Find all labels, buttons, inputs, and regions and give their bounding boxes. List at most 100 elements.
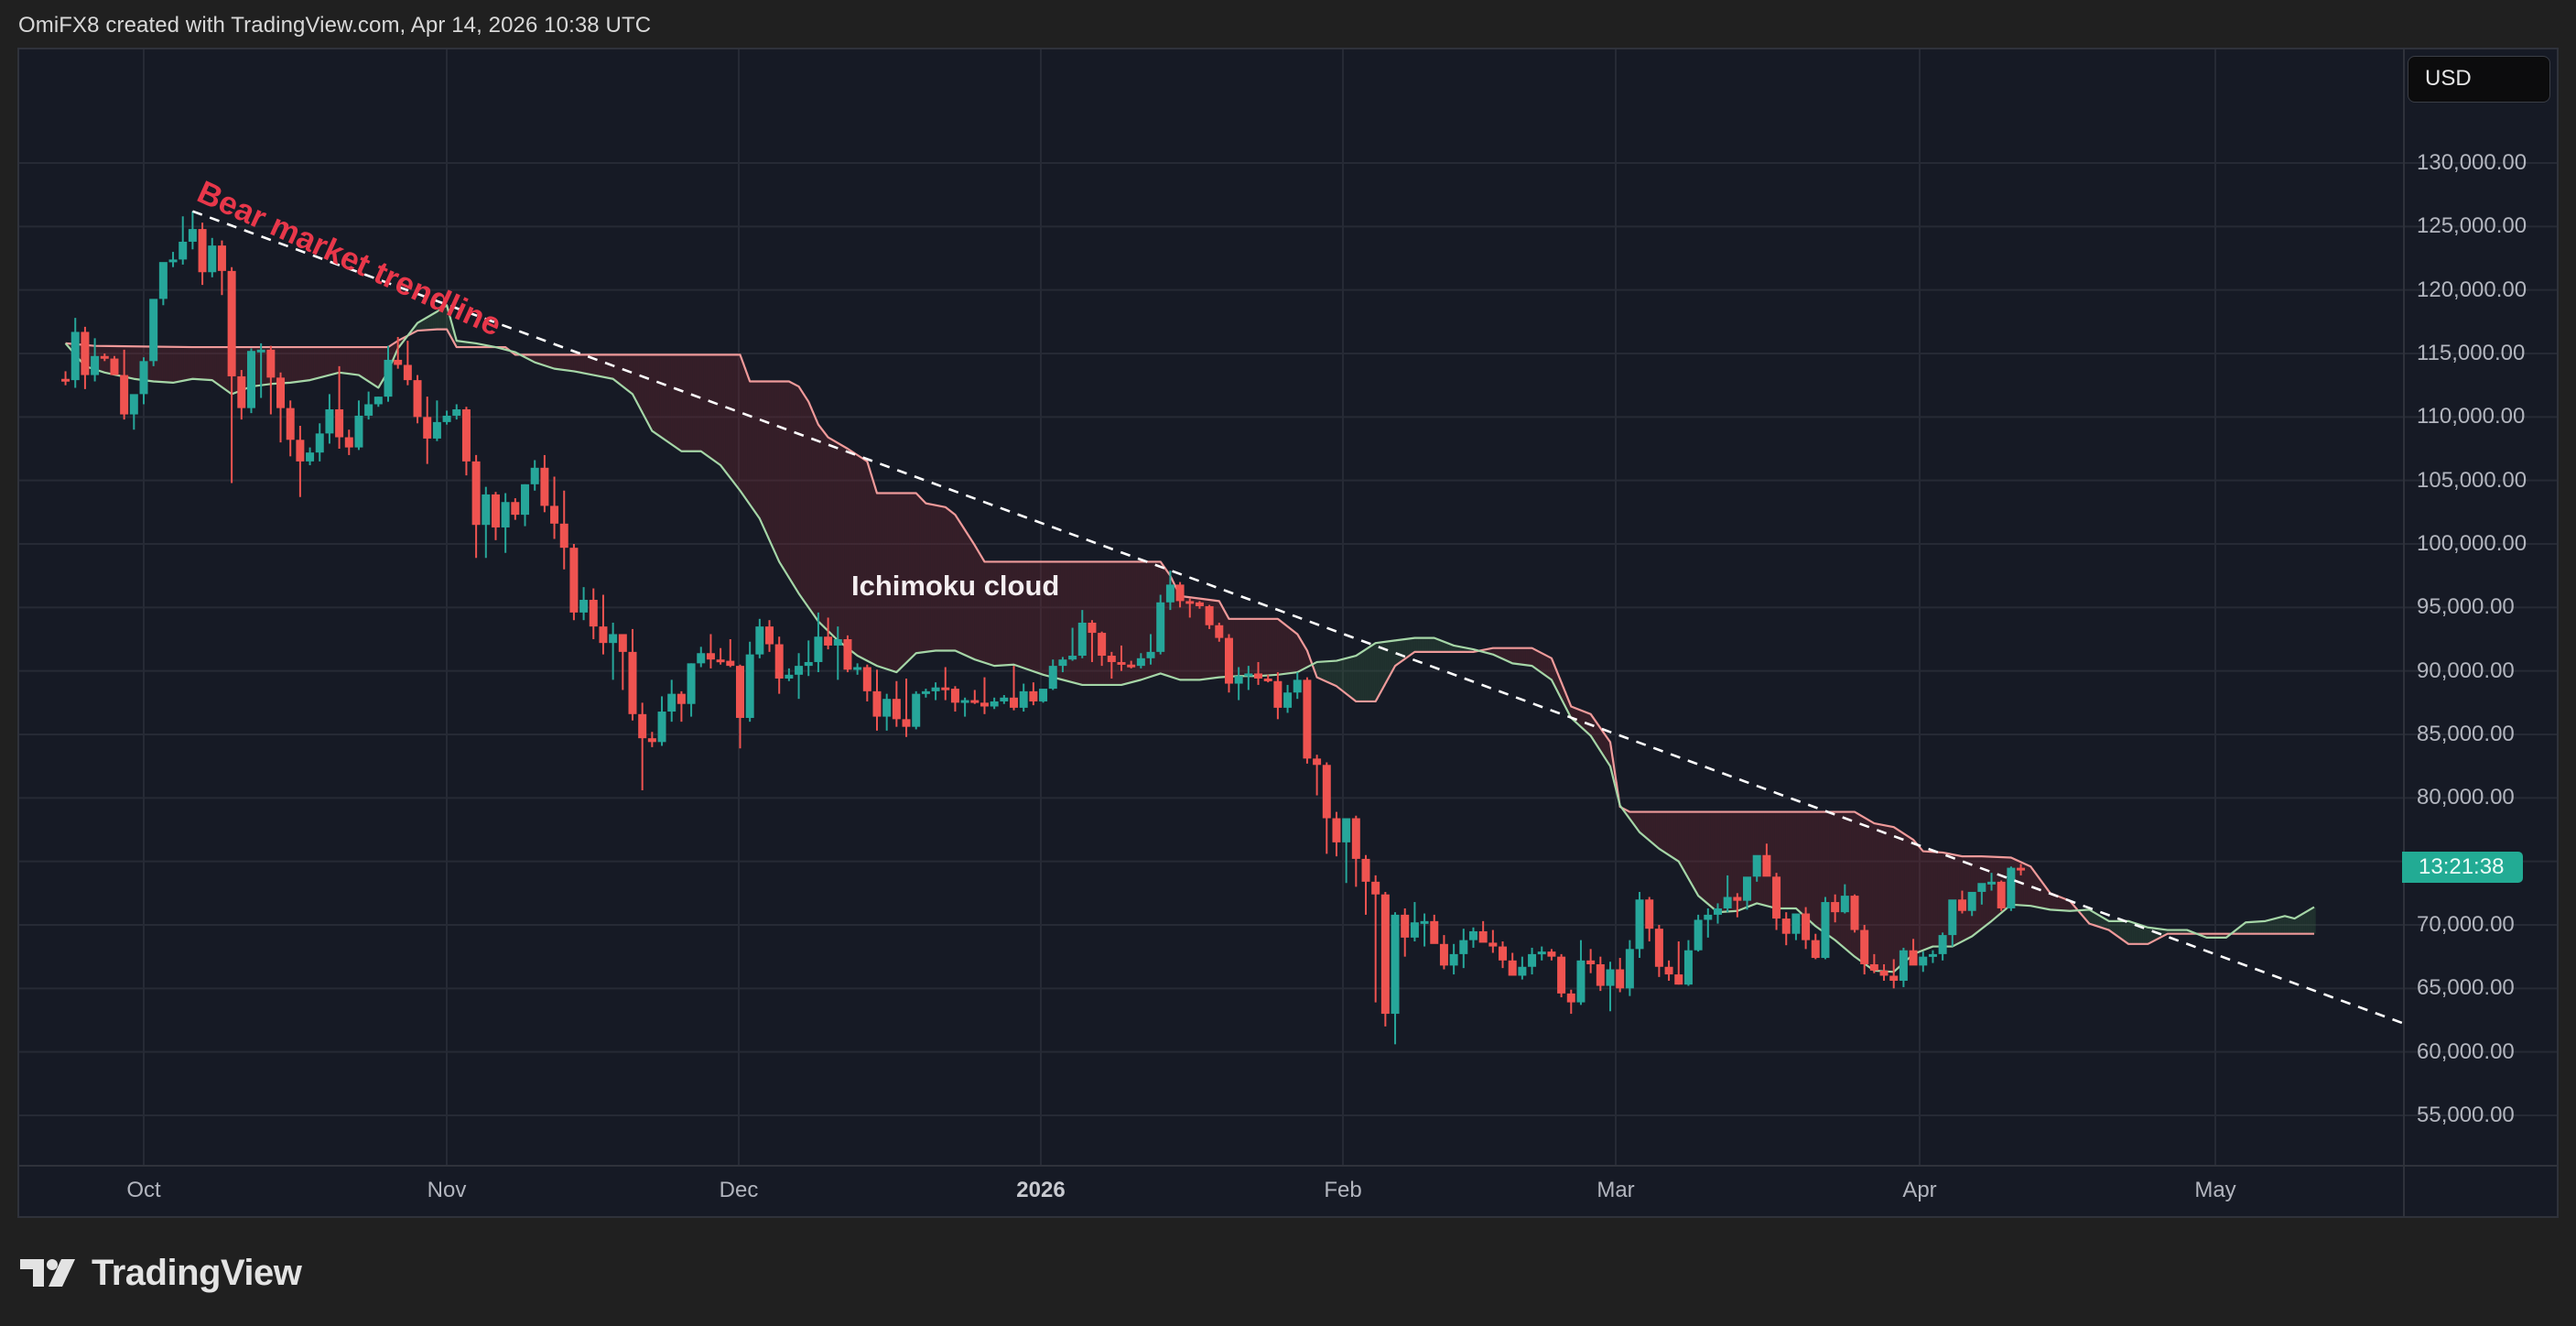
candle <box>208 245 217 273</box>
bear-market-trendline[interactable] <box>191 210 2411 1027</box>
candle <box>1215 625 1224 638</box>
candle <box>1967 891 1976 911</box>
time-axis-label: Dec <box>719 1178 759 1202</box>
candle <box>657 712 666 743</box>
candle <box>1909 950 1918 966</box>
tradingview-logo[interactable]: TradingView <box>20 1253 302 1294</box>
candle <box>1234 676 1243 684</box>
candle <box>1762 854 1771 877</box>
candle <box>559 523 568 549</box>
candle <box>1566 993 1575 1003</box>
plot-area[interactable] <box>61 210 2412 1045</box>
price-axis-label: 110,000.00 <box>2417 404 2526 429</box>
candle <box>1098 633 1107 657</box>
candle <box>1410 922 1419 938</box>
candle <box>1508 960 1517 976</box>
candle <box>1048 666 1057 690</box>
candle <box>2007 867 2016 908</box>
candle <box>1743 876 1752 901</box>
candle <box>950 689 959 703</box>
candle <box>1723 897 1732 908</box>
candle <box>2017 867 2026 871</box>
candle <box>394 359 403 365</box>
candle <box>139 361 148 395</box>
candle <box>1752 854 1761 877</box>
candle <box>1420 920 1429 924</box>
candle <box>1244 673 1253 677</box>
candle <box>862 667 871 691</box>
candle <box>1478 930 1488 943</box>
candle <box>1195 602 1204 606</box>
price-axis-label: 80,000.00 <box>2417 785 2515 810</box>
candle <box>81 332 90 375</box>
candle <box>872 690 882 717</box>
candle <box>638 713 647 739</box>
candle <box>1654 929 1663 967</box>
time-axis-label: Feb <box>1324 1178 1362 1202</box>
candle <box>1313 758 1322 766</box>
candle <box>569 548 579 613</box>
candle <box>716 659 725 663</box>
candle <box>1528 953 1537 967</box>
candle <box>1919 956 1928 966</box>
candle <box>1254 673 1263 679</box>
tradingview-logo-icon <box>20 1258 75 1287</box>
candle <box>882 699 892 717</box>
candle <box>1263 678 1272 681</box>
candle <box>1175 584 1185 602</box>
candle <box>1342 818 1351 842</box>
price-axis-label: 120,000.00 <box>2417 277 2527 302</box>
candle <box>1322 765 1331 819</box>
candle <box>1781 918 1791 934</box>
currency-button[interactable]: USD <box>2408 56 2550 103</box>
candle <box>774 644 784 679</box>
candle <box>471 461 481 526</box>
candle <box>931 687 940 691</box>
candle <box>1802 913 1811 940</box>
candle <box>902 719 911 727</box>
candle <box>833 639 842 646</box>
candle <box>579 600 589 613</box>
candle <box>364 404 373 416</box>
price-axis-label: 70,000.00 <box>2417 912 2515 937</box>
price-axis-label: 115,000.00 <box>2417 341 2526 365</box>
candle <box>1518 966 1527 976</box>
candle <box>1401 914 1410 938</box>
candle <box>628 651 637 714</box>
candle <box>941 687 950 690</box>
candle <box>1224 637 1233 684</box>
candle <box>550 505 559 524</box>
candle <box>1165 584 1174 603</box>
candle <box>1635 899 1644 950</box>
candle <box>198 229 207 273</box>
candle <box>1840 896 1849 913</box>
candle <box>1449 953 1458 966</box>
candle <box>168 259 178 263</box>
candle <box>501 502 510 527</box>
price-axis-label: 90,000.00 <box>2417 658 2515 683</box>
candle <box>921 690 930 694</box>
candle <box>706 653 715 660</box>
candle <box>237 375 246 408</box>
candle <box>1645 899 1654 929</box>
candle <box>1557 956 1566 994</box>
candle <box>676 693 686 704</box>
price-axis-label: 130,000.00 <box>2417 150 2527 175</box>
candle <box>413 380 422 418</box>
candle <box>403 364 412 381</box>
candle <box>61 378 70 382</box>
candle <box>1938 935 1947 954</box>
candle <box>306 452 315 462</box>
candle <box>1664 966 1673 975</box>
candle <box>980 702 989 707</box>
candle <box>1683 950 1693 985</box>
candle <box>1674 974 1683 985</box>
candle <box>1948 899 1957 936</box>
candle <box>1039 689 1048 701</box>
candle <box>432 421 441 439</box>
candle <box>158 262 168 299</box>
candle <box>1156 602 1165 652</box>
time-axis-label: Nov <box>427 1178 467 1202</box>
candle <box>1928 953 1937 957</box>
